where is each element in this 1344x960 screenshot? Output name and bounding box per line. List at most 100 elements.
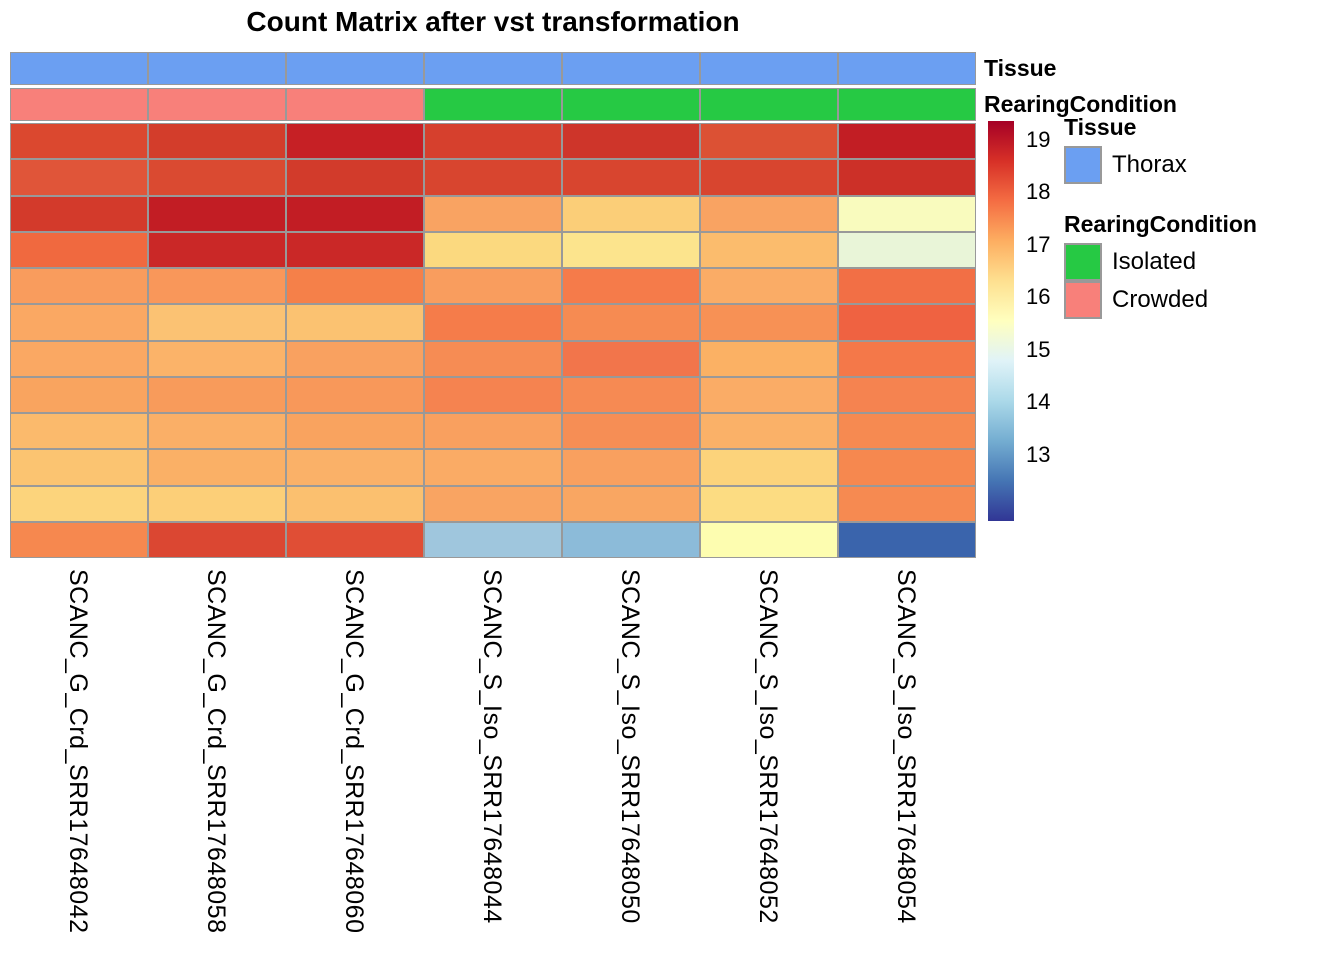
heatmap-cell <box>424 123 562 160</box>
heatmap-cell <box>562 304 700 341</box>
heatmap-cell <box>562 195 700 232</box>
colorbar-tick-labels: 19 18 17 16 15 14 13 <box>1026 0 1086 960</box>
heatmap-cell <box>148 304 286 341</box>
heatmap-cell <box>562 521 700 558</box>
heatmap-cell <box>700 376 838 413</box>
tissue-annotation-cell <box>424 52 562 85</box>
column-label: SCANC_G_Crd_SRR17648060 <box>340 569 368 934</box>
heatmap-cell <box>562 485 700 522</box>
colorbar-tick-label: 13 <box>1026 441 1051 467</box>
column-label: SCANC_S_Iso_SRR17648050 <box>616 569 644 924</box>
heatmap-cell <box>148 159 286 196</box>
rearing-annotation-cell <box>562 88 700 121</box>
rearing-bar-label: RearingCondition <box>984 91 1177 117</box>
rearing-condition-annotation-bar <box>10 88 976 121</box>
heatmap-cell <box>148 485 286 522</box>
legend-label-isolated: Isolated <box>1112 248 1197 275</box>
heatmap-cell <box>700 195 838 232</box>
heatmap-cell <box>286 340 424 377</box>
heatmap-cell <box>286 376 424 413</box>
rearing-annotation-cell <box>700 88 838 121</box>
heatmap-cell <box>562 340 700 377</box>
heatmap-cell <box>700 304 838 341</box>
heatmap-cell <box>10 413 148 450</box>
heatmap-cell <box>286 304 424 341</box>
heatmap-cell <box>838 376 976 413</box>
tissue-annotation-cell <box>700 52 838 85</box>
heatmap-cell <box>562 159 700 196</box>
tissue-annotation-cell <box>148 52 286 85</box>
tissue-bar-label: Tissue <box>984 55 1057 81</box>
heatmap-cell <box>10 195 148 232</box>
heatmap-cell <box>148 340 286 377</box>
colorbar-tick-label: 19 <box>1026 126 1051 152</box>
heatmap-cell <box>10 521 148 558</box>
column-label: SCANC_G_Crd_SRR17648042 <box>64 569 92 934</box>
column-label: SCANC_S_Iso_SRR17648044 <box>478 569 506 924</box>
heatmap-cell <box>838 268 976 305</box>
heatmap-cell <box>10 304 148 341</box>
heatmap-cell <box>148 123 286 160</box>
legend-swatch-isolated <box>1064 243 1102 281</box>
heatmap-cell <box>424 413 562 450</box>
tissue-annotation-cell <box>286 52 424 85</box>
legend-item-thorax: Thorax <box>1064 146 1334 184</box>
heatmap-cell <box>148 268 286 305</box>
heatmap-cell <box>838 159 976 196</box>
colorbar-tick-label: 18 <box>1026 179 1051 205</box>
heatmap-cell <box>148 231 286 268</box>
heatmap-cell <box>700 485 838 522</box>
heatmap-cell <box>838 231 976 268</box>
heatmap-cell <box>838 123 976 160</box>
heatmap-cell <box>148 449 286 486</box>
heatmap-cell <box>700 521 838 558</box>
heatmap-cell <box>286 485 424 522</box>
heatmap-grid <box>10 123 976 558</box>
heatmap-cell <box>10 268 148 305</box>
heatmap-cell <box>286 521 424 558</box>
column-label: SCANC_S_Iso_SRR17648054 <box>892 569 920 924</box>
legend-item-isolated: Isolated <box>1064 243 1334 281</box>
heatmap-cell <box>10 159 148 196</box>
heatmap-cell <box>838 413 976 450</box>
heatmap-cell <box>148 376 286 413</box>
colorbar-tick-label: 17 <box>1026 231 1051 257</box>
tissue-annotation-cell <box>838 52 976 85</box>
heatmap-cell <box>700 123 838 160</box>
heatmap-cell <box>562 268 700 305</box>
heatmap-cell <box>286 123 424 160</box>
heatmap-cell <box>424 304 562 341</box>
heatmap-cell <box>424 159 562 196</box>
heatmap-cell <box>838 304 976 341</box>
colorbar-tick-label: 16 <box>1026 284 1051 310</box>
tissue-annotation-cell <box>562 52 700 85</box>
heatmap-cell <box>286 413 424 450</box>
heatmap-cell <box>286 195 424 232</box>
legend-swatch-crowded <box>1064 281 1102 319</box>
rearing-annotation-cell <box>148 88 286 121</box>
heatmap-cell <box>700 413 838 450</box>
heatmap-cell <box>424 485 562 522</box>
heatmap-cell <box>148 413 286 450</box>
heatmap-cell <box>562 231 700 268</box>
colorbar-gradient <box>988 121 1014 521</box>
heatmap-cell <box>838 195 976 232</box>
colorbar-tick-label: 14 <box>1026 389 1051 415</box>
tissue-annotation-cell <box>10 52 148 85</box>
heatmap-cell <box>700 159 838 196</box>
heatmap-cell <box>838 485 976 522</box>
heatmap-cell <box>838 521 976 558</box>
heatmap-cell <box>286 268 424 305</box>
rearing-annotation-cell <box>838 88 976 121</box>
legend-label-crowded: Crowded <box>1112 286 1209 313</box>
heatmap-cell <box>286 159 424 196</box>
heatmap-cell <box>10 376 148 413</box>
heatmap-cell <box>10 231 148 268</box>
heatmap-cell <box>424 231 562 268</box>
heatmap-cell <box>10 485 148 522</box>
heatmap-cell <box>562 413 700 450</box>
heatmap-cell <box>700 268 838 305</box>
heatmap-cell <box>10 123 148 160</box>
chart-title: Count Matrix after vst transformation <box>246 6 740 37</box>
